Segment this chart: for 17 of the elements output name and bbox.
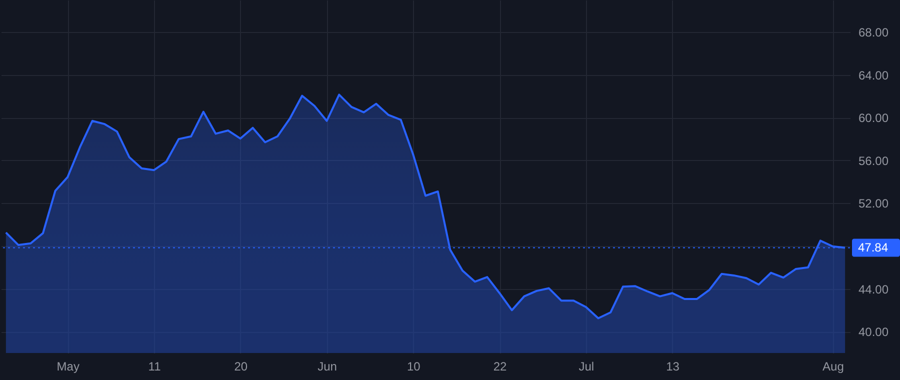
x-tick-label: 11 [148, 360, 162, 374]
y-tick-label: 56.00 [858, 154, 889, 168]
x-tick-label: Aug [822, 360, 844, 374]
y-tick-label: 40.00 [858, 325, 889, 340]
x-tick-label: Jun [318, 360, 337, 374]
y-tick-label: 68.00 [858, 26, 889, 40]
y-tick-label: 52.00 [858, 196, 889, 211]
x-tick-label: 20 [234, 360, 248, 374]
y-tick-label: 64.00 [858, 68, 889, 82]
x-tick-label: 22 [493, 360, 508, 374]
ref-line-label: 47.84 [858, 240, 888, 255]
y-tick-label: 44.00 [858, 282, 889, 296]
x-tick-label: May [56, 360, 80, 374]
x-tick-label: 13 [666, 360, 680, 374]
x-tick-label: 10 [406, 360, 421, 374]
y-tick-label: 60.00 [858, 111, 889, 126]
x-tick-label: Jul [578, 360, 594, 374]
